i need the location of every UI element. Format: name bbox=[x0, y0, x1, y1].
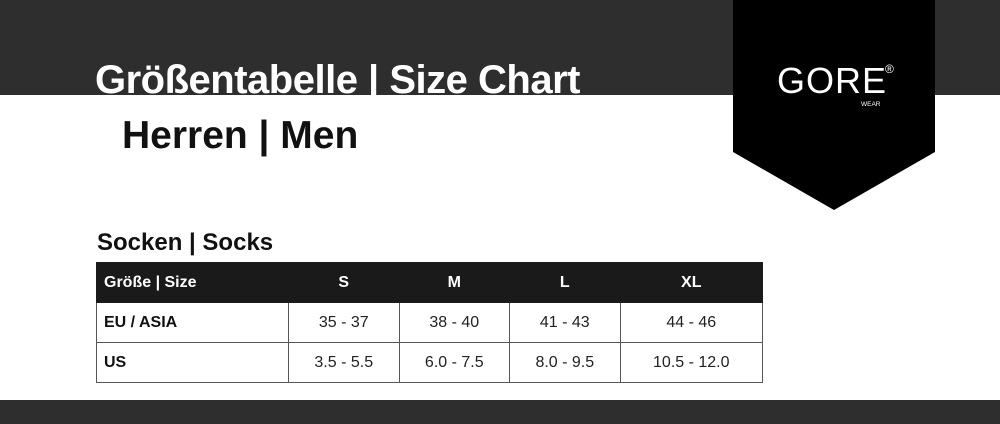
header-size: Größe | Size bbox=[96, 262, 289, 303]
table-row: US 3.5 - 5.5 6.0 - 7.5 8.0 - 9.5 10.5 - … bbox=[96, 342, 764, 383]
row-label: EU / ASIA bbox=[96, 302, 289, 343]
table-cell: 44 - 46 bbox=[619, 302, 764, 343]
table-cell: 8.0 - 9.5 bbox=[509, 342, 621, 383]
header-l: L bbox=[509, 262, 621, 303]
table-cell: 10.5 - 12.0 bbox=[619, 342, 764, 383]
table-cell: 41 - 43 bbox=[509, 302, 621, 343]
table-cell: 35 - 37 bbox=[288, 302, 400, 343]
table-cell: 38 - 40 bbox=[398, 302, 511, 343]
table-header-row: Größe | Size S M L XL bbox=[96, 262, 764, 303]
header-xl: XL bbox=[619, 262, 764, 303]
table-row: EU / ASIA 35 - 37 38 - 40 41 - 43 44 - 4… bbox=[96, 302, 764, 343]
header-s: S bbox=[288, 262, 400, 303]
table-cell: 6.0 - 7.5 bbox=[398, 342, 511, 383]
logo-brand: GORE bbox=[777, 60, 887, 101]
table-cell: 3.5 - 5.5 bbox=[288, 342, 400, 383]
row-label: US bbox=[96, 342, 289, 383]
page-subtitle: Herren | Men bbox=[122, 114, 359, 157]
gore-wear-logo: GORE ® WEAR bbox=[733, 0, 935, 210]
page-title: Größentabelle | Size Chart bbox=[95, 58, 580, 102]
header-m: M bbox=[398, 262, 511, 303]
logo-registered: ® bbox=[885, 62, 894, 76]
size-table: Größe | Size S M L XL EU / ASIA 35 - 37 … bbox=[96, 262, 764, 383]
logo-sub: WEAR bbox=[861, 101, 881, 108]
bottom-band bbox=[0, 400, 1000, 424]
section-title: Socken | Socks bbox=[97, 229, 274, 256]
